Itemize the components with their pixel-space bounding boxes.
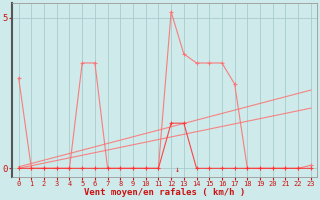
X-axis label: Vent moyen/en rafales ( km/h ): Vent moyen/en rafales ( km/h ) (84, 188, 245, 197)
Text: ↓: ↓ (175, 165, 180, 174)
